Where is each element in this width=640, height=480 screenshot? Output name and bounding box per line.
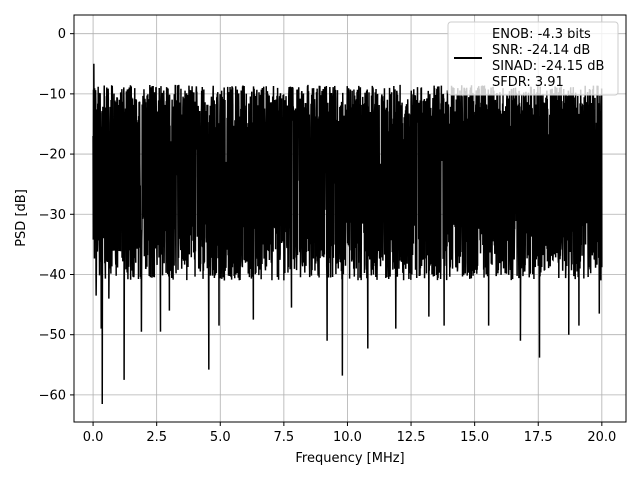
y-tick-label: −10 — [39, 87, 66, 102]
y-tick-label: −60 — [39, 388, 66, 403]
y-tick-label: −40 — [39, 268, 66, 283]
x-tick-label: 7.5 — [274, 430, 295, 445]
axes-frame — [73, 14, 627, 423]
legend-box — [447, 21, 619, 96]
x-axis-label: Frequency [MHz] — [295, 451, 404, 466]
y-tick-label: −20 — [39, 148, 66, 163]
x-tick-label: 15.0 — [460, 430, 489, 445]
legend-line-sinad: SINAD: -24.15 dB — [492, 59, 604, 74]
psd-series-line — [92, 63, 603, 404]
legend-line-snr: SNR: -24.14 dB — [492, 43, 590, 58]
x-tick-label: 20.0 — [587, 430, 616, 445]
y-tick-label: −50 — [39, 328, 66, 343]
x-tick-label: 2.5 — [146, 430, 167, 445]
y-axis-label: PSD [dB] — [14, 189, 29, 247]
y-tick-label: −30 — [39, 208, 66, 223]
x-tick-label: 17.5 — [524, 430, 553, 445]
x-tick-label: 5.0 — [210, 430, 231, 445]
x-tick-label: 0.0 — [83, 430, 104, 445]
x-tick-label: 12.5 — [397, 430, 426, 445]
legend-line-enob: ENOB: -4.3 bits — [492, 27, 591, 42]
x-tick-label: 10.0 — [333, 430, 362, 445]
y-axis-ticks: 0 −10 −20 −30 −40 −50 −60 — [39, 27, 74, 403]
y-tick-label: 0 — [58, 27, 66, 42]
plot-area — [92, 63, 603, 404]
legend-line-sfdr: SFDR: 3.91 — [492, 75, 564, 90]
legend: ENOB: -4.3 bits SNR: -24.14 dB SINAD: -2… — [447, 21, 619, 96]
x-axis-ticks: 0.0 2.5 5.0 7.5 10.0 12.5 15.0 17.5 20.0 — [83, 422, 616, 445]
